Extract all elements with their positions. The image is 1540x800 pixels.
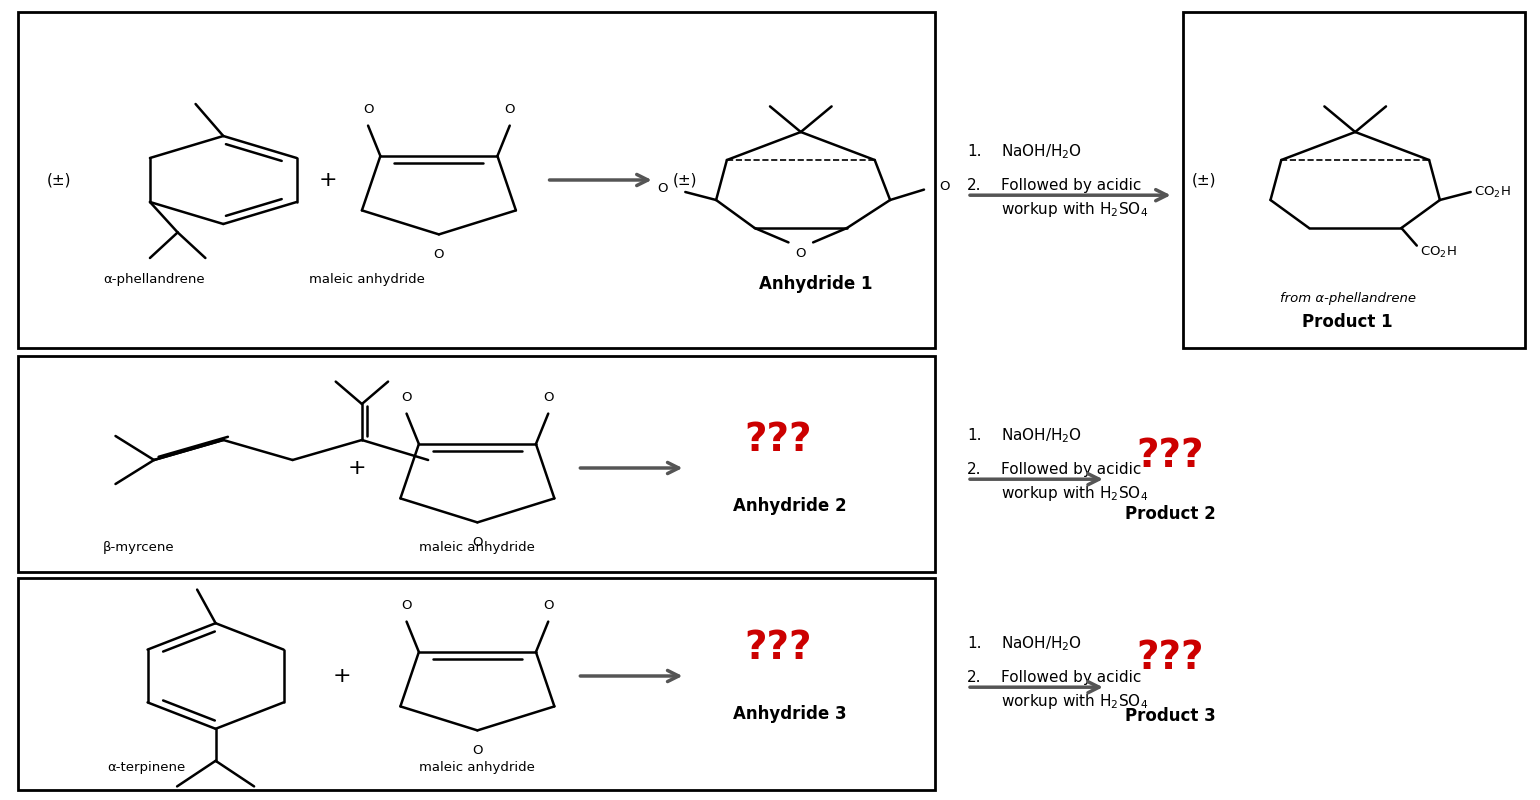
Text: 1.: 1.	[967, 429, 981, 443]
Bar	[18, 578, 935, 790]
Text: 1.: 1.	[967, 637, 981, 651]
Text: ???: ???	[744, 629, 812, 667]
Text: maleic anhydride: maleic anhydride	[419, 542, 536, 554]
Text: workup with H$_2$SO$_4$: workup with H$_2$SO$_4$	[1001, 200, 1149, 219]
Text: 2.: 2.	[967, 178, 981, 193]
Text: O: O	[402, 599, 411, 612]
Text: NaOH/H$_2$O: NaOH/H$_2$O	[1001, 426, 1083, 446]
Text: 1.: 1.	[967, 145, 981, 159]
Text: Anhydride 3: Anhydride 3	[733, 706, 847, 723]
Text: +: +	[319, 170, 337, 190]
Text: O: O	[363, 103, 373, 116]
Text: (±): (±)	[46, 173, 71, 187]
Text: O: O	[796, 247, 805, 260]
Text: O: O	[505, 103, 514, 116]
Text: maleic anhydride: maleic anhydride	[308, 274, 425, 286]
Text: (±): (±)	[673, 173, 698, 187]
Text: NaOH/H$_2$O: NaOH/H$_2$O	[1001, 634, 1083, 654]
Text: β-myrcene: β-myrcene	[103, 542, 174, 554]
Text: ???: ???	[1137, 437, 1204, 475]
Text: Product 1: Product 1	[1303, 314, 1392, 331]
Text: Product 3: Product 3	[1126, 707, 1215, 725]
Text: O: O	[939, 180, 949, 193]
Text: α-terpinene: α-terpinene	[108, 762, 185, 774]
Text: +: +	[348, 458, 367, 478]
Text: CO$_2$H: CO$_2$H	[1474, 185, 1511, 199]
Text: CO$_2$H: CO$_2$H	[1420, 245, 1457, 259]
Text: (±): (±)	[1192, 173, 1217, 187]
Text: Followed by acidic: Followed by acidic	[1001, 670, 1141, 685]
Text: ???: ???	[744, 421, 812, 459]
Text: ???: ???	[1137, 639, 1204, 678]
Text: O: O	[434, 248, 444, 261]
Text: Followed by acidic: Followed by acidic	[1001, 178, 1141, 193]
Text: Followed by acidic: Followed by acidic	[1001, 462, 1141, 477]
Text: from α-phellandrene: from α-phellandrene	[1280, 292, 1415, 305]
Bar	[1183, 12, 1525, 348]
Text: Anhydride 2: Anhydride 2	[733, 498, 847, 515]
Text: NaOH/H$_2$O: NaOH/H$_2$O	[1001, 142, 1083, 162]
Text: O: O	[544, 391, 553, 404]
Text: Product 2: Product 2	[1126, 505, 1215, 522]
Text: 2.: 2.	[967, 670, 981, 685]
Text: O: O	[473, 536, 482, 549]
Text: O: O	[473, 744, 482, 757]
Text: O: O	[544, 599, 553, 612]
Text: O: O	[658, 182, 667, 194]
Text: maleic anhydride: maleic anhydride	[419, 762, 536, 774]
Bar	[18, 356, 935, 572]
Text: 2.: 2.	[967, 462, 981, 477]
Text: Anhydride 1: Anhydride 1	[759, 275, 873, 293]
Text: α-phellandrene: α-phellandrene	[103, 274, 205, 286]
Text: workup with H$_2$SO$_4$: workup with H$_2$SO$_4$	[1001, 484, 1149, 503]
Text: +: +	[333, 666, 351, 686]
Text: workup with H$_2$SO$_4$: workup with H$_2$SO$_4$	[1001, 692, 1149, 711]
Text: O: O	[402, 391, 411, 404]
Bar	[18, 12, 935, 348]
